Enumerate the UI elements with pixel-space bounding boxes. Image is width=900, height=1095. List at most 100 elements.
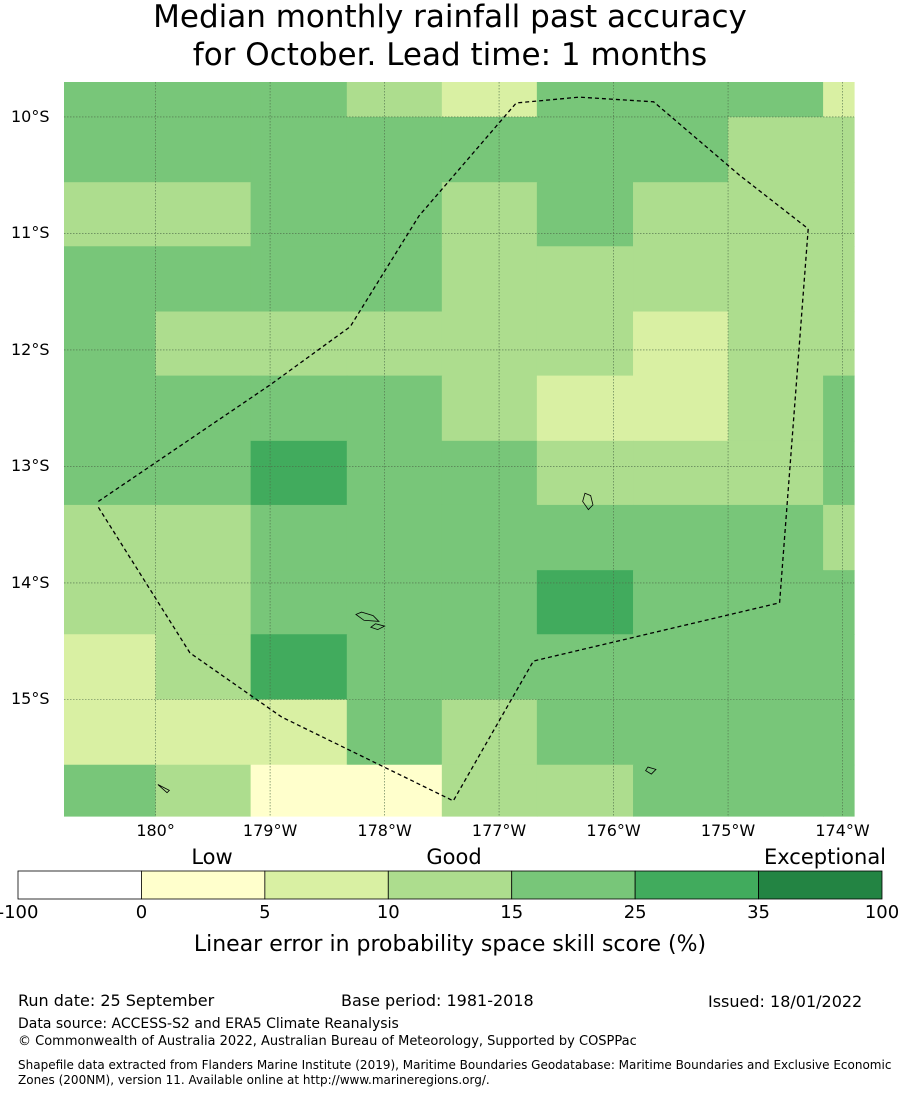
colorbar-title: Linear error in probability space skill … (193, 932, 707, 957)
skill-cell (823, 440, 855, 506)
skill-cell (633, 182, 729, 247)
skill-cell (633, 116, 729, 183)
skill-cell (728, 504, 824, 571)
skill-cell (536, 764, 634, 817)
colorbar-segment (141, 870, 266, 900)
longitude-label: 176°W (586, 821, 641, 840)
skill-cell (155, 440, 252, 506)
skill-cell (823, 82, 855, 118)
colorbar-segment (634, 870, 759, 900)
colorbar-tick-label: -100 (0, 902, 39, 923)
skill-cell (64, 699, 157, 766)
skill-cell (64, 440, 157, 506)
skill-cell (64, 182, 157, 247)
skill-cell (536, 182, 634, 247)
skill-cell (64, 82, 157, 118)
longitude-label: 174°W (815, 821, 870, 840)
skill-cell (441, 699, 538, 766)
colorbar-tick-label: 0 (135, 902, 148, 923)
longitude-label: 177°W (471, 821, 527, 840)
skill-cell (823, 634, 855, 701)
skill-cell (728, 764, 824, 817)
skill-cell (441, 375, 538, 442)
skill-cell (441, 82, 538, 118)
skill-cell (64, 311, 157, 377)
island-outline (645, 766, 657, 775)
skill-cell (250, 634, 348, 701)
skill-cell (441, 311, 538, 377)
latitude-label: 11°S (11, 223, 50, 243)
skill-cell (64, 116, 157, 183)
skill-cell (633, 375, 729, 442)
colorbar-tick-label: 35 (747, 902, 771, 923)
data-source: Data source: ACCESS-S2 and ERA5 Climate … (18, 1016, 399, 1032)
skill-cell (728, 375, 824, 442)
skill-cell (823, 504, 855, 571)
skill-cell (728, 311, 824, 377)
skill-cell (536, 311, 634, 377)
skill-cell (728, 570, 824, 635)
skill-cell (441, 182, 538, 247)
skill-cell (633, 246, 729, 313)
skill-cell (346, 440, 443, 506)
skill-cell (250, 311, 348, 377)
latitude-label: 13°S (11, 456, 50, 476)
colorbar-tick-label: 15 (500, 902, 524, 923)
skill-cell (441, 440, 538, 506)
skill-cell (728, 82, 824, 118)
skill-cell (155, 699, 252, 766)
skill-cell (441, 504, 538, 571)
skill-cell (823, 570, 855, 635)
skill-cell (823, 375, 855, 442)
skill-cell (346, 699, 443, 766)
skill-cell (823, 764, 855, 817)
island-outline (157, 784, 171, 794)
skill-cell (633, 82, 729, 118)
colorbar-tick-label: 10 (376, 902, 400, 923)
skill-cell (155, 504, 252, 571)
skill-cell (441, 570, 538, 635)
skill-cell (250, 570, 348, 635)
skill-cell (346, 570, 443, 635)
skill-cell (346, 504, 443, 571)
skill-cell (728, 699, 824, 766)
issued-date: Issued: 18/01/2022 (708, 992, 863, 1011)
skill-cell (536, 246, 634, 313)
skill-cell (64, 764, 157, 817)
category-low: Low (191, 845, 233, 869)
latitude-label: 15°S (11, 689, 50, 709)
skill-cell (250, 699, 348, 766)
skill-cell (346, 116, 443, 183)
skill-cell (728, 440, 824, 506)
island-outline (355, 611, 380, 622)
colorbar-tick-label: 100 (864, 902, 900, 923)
colorbar-segment (17, 870, 142, 900)
skill-cell (155, 82, 252, 118)
skill-cell (250, 375, 348, 442)
skill-cell (346, 246, 443, 313)
skill-cell (155, 764, 252, 817)
base-period: Base period: 1981-2018 (341, 991, 534, 1010)
skill-cell (346, 311, 443, 377)
skill-cell (823, 246, 855, 313)
colorbar-segment (511, 870, 636, 900)
skill-cell (633, 440, 729, 506)
skill-cell (823, 116, 855, 183)
skill-map (64, 82, 855, 817)
category-good: Good (426, 845, 482, 869)
skill-cell (155, 570, 252, 635)
skill-cell (64, 634, 157, 701)
skill-cell (346, 634, 443, 701)
island-outline (370, 623, 386, 631)
skill-cell (346, 764, 443, 817)
latitude-label: 14°S (11, 572, 50, 592)
colorbar-tick-label: 5 (259, 902, 271, 923)
skill-cell (633, 570, 729, 635)
eez-boundary (97, 96, 809, 802)
skill-cell (536, 116, 634, 183)
skill-cell (536, 440, 634, 506)
skill-cell (823, 699, 855, 766)
skill-cell (441, 764, 538, 817)
skill-cell (155, 116, 252, 183)
skill-cell (633, 504, 729, 571)
